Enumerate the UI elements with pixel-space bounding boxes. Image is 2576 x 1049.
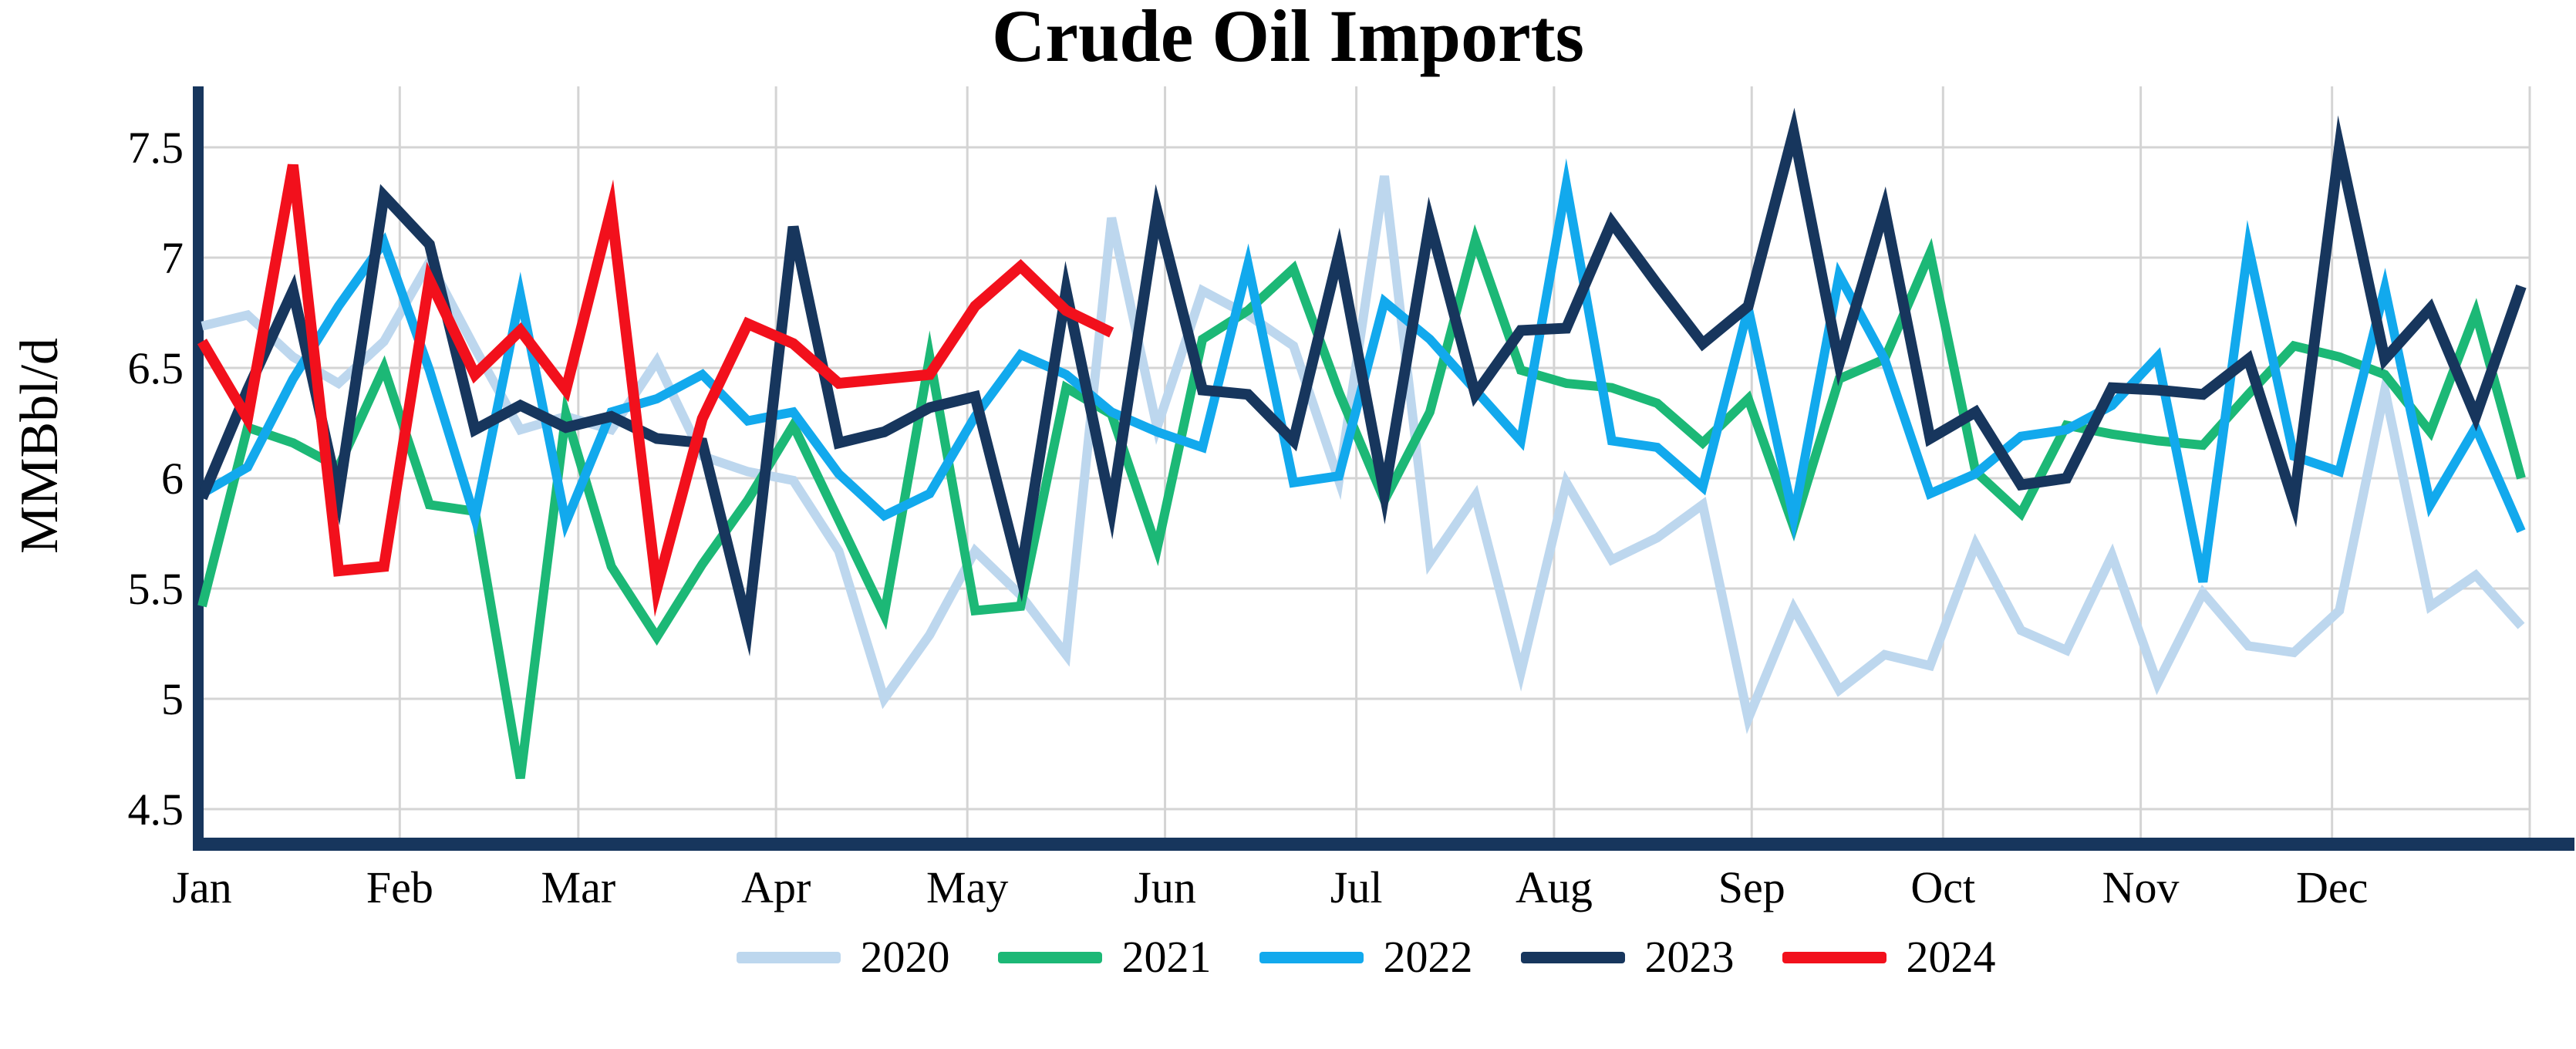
legend-swatch-2020 [736,951,841,963]
y-tick-label-6.5: 6.5 [128,343,184,393]
legend-item-2022: 2022 [1259,935,1473,980]
x-tick-label-Jun: Jun [1134,862,1196,912]
x-tick-label-Aug: Aug [1516,862,1593,912]
y-tick-label-4.5: 4.5 [128,784,184,835]
x-tick-label-Apr: Apr [741,862,811,912]
legend: 2020 2021 2022 2023 2024 [202,935,2530,980]
legend-item-2024: 2024 [1782,935,1996,980]
legend-swatch-2021 [997,951,1102,963]
legend-label-2020: 2020 [860,932,950,982]
x-axis-line [193,838,2574,851]
x-tick-label-May: May [926,862,1008,912]
x-tick-label-Jan: Jan [172,862,231,912]
legend-item-2021: 2021 [997,932,1212,982]
x-tick-label-Nov: Nov [2102,862,2180,912]
legend-swatch-2024 [1782,951,1886,963]
legend-label-2024: 2024 [1906,932,1996,982]
y-tick-label-5: 5 [161,674,184,724]
legend-label-2022: 2022 [1383,932,1473,982]
legend-swatch-2023 [1520,951,1625,963]
x-tick-label-Mar: Mar [541,862,616,912]
series-line-2021 [197,224,2526,780]
y-tick-label-7: 7 [161,233,184,283]
legend-item-2020: 2020 [736,932,950,982]
legend-item-2023: 2023 [1520,932,1735,982]
x-tick-label-Feb: Feb [366,862,433,912]
y-axis-line [193,86,204,851]
y-tick-label-5.5: 5.5 [128,564,184,614]
chart-title: Crude Oil Imports [992,0,1584,77]
y-tick-label-7.5: 7.5 [128,123,184,173]
x-tick-label-Dec: Dec [2296,862,2368,912]
legend-swatch-2022 [1259,951,1364,963]
x-tick-label-Sep: Sep [1718,862,1785,912]
x-tick-label-Oct: Oct [1910,862,1975,912]
legend-label-2023: 2023 [1644,932,1735,982]
series-line-2023 [197,107,2527,656]
series-line-2024 [197,164,1114,617]
x-tick-label-Jul: Jul [1330,862,1383,912]
y-tick-label-6: 6 [161,454,184,504]
legend-label-2021: 2021 [1121,932,1212,982]
